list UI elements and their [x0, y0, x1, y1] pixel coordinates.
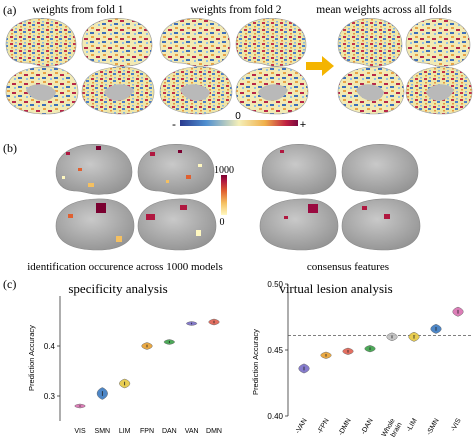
mean-brains — [337, 18, 473, 115]
specificity-chart: specificity analysis Prediction Accuracy… — [27, 281, 222, 435]
fold2-title: weights from fold 2 — [190, 4, 281, 16]
colorbar-mid-label: 0 — [235, 111, 241, 122]
colorbar-gradient — [221, 175, 227, 215]
brain-lateral-left — [261, 144, 337, 195]
x-tick-label: DAN — [162, 428, 177, 435]
x-tick-label: Wholebrain — [381, 417, 404, 441]
mean-title: mean weights across all folds — [316, 4, 452, 16]
medial-wall — [104, 84, 134, 101]
x-tick-label: -DAN — [360, 418, 375, 436]
brain-medial-right — [341, 198, 421, 251]
medial-wall — [180, 84, 210, 101]
colorbar-min-label: - — [172, 117, 176, 131]
x-tick-label: VIS — [74, 428, 86, 435]
brain-lateral-right — [341, 144, 419, 195]
brain-lateral-right — [137, 144, 215, 195]
chart-title: specificity analysis — [68, 281, 167, 296]
brain-medial-left — [259, 198, 339, 251]
colorbar-max-label: + — [300, 119, 306, 131]
medial-wall — [258, 84, 288, 101]
x-tick-label: DMN — [206, 428, 222, 435]
y-axis-label: Prediction Accuracy — [251, 329, 260, 395]
fold1-brains — [5, 18, 155, 115]
x-tick-label: LIM — [119, 428, 131, 435]
occurrence-caption: identification occurence across 1000 mod… — [27, 261, 223, 273]
y-tick-label: 0.4 — [44, 342, 56, 351]
colorbar-max-label: 1000 — [214, 165, 234, 176]
brain-lateral-right — [81, 18, 153, 67]
y-axis-label: Prediction Accuracy — [27, 325, 36, 391]
y-tick-label: 0.50 — [267, 280, 283, 289]
fold2-brains — [159, 18, 309, 115]
colorbar-min-label: 0 — [220, 217, 225, 228]
chart-title: virtual lesion analysis — [279, 281, 392, 296]
panel-a-label: (a) — [3, 3, 16, 17]
brain-medial-right — [137, 198, 217, 251]
colorbar-gradient — [180, 120, 298, 126]
colorbar-a: - 0 + — [172, 111, 306, 131]
occurrence-brains — [55, 144, 217, 251]
colorbar-b: 1000 0 — [214, 165, 234, 228]
brain-lateral-right — [235, 18, 307, 67]
panel-b-label: (b) — [3, 141, 17, 155]
x-tick-label: VAN — [185, 428, 199, 435]
brain-lateral-left — [159, 18, 231, 67]
x-tick-label: -FPN — [316, 418, 330, 436]
brain-lateral-left — [5, 18, 77, 67]
brain-medial-left — [55, 198, 135, 251]
x-tick-label: -VAN — [295, 418, 309, 436]
virtual-lesion-chart: virtual lesion analysis Prediction Accur… — [251, 280, 472, 441]
fold1-title: weights from fold 1 — [32, 4, 123, 16]
brain-lateral-left — [337, 18, 403, 67]
brain-lateral-right — [405, 18, 471, 67]
y-tick-label: 0.40 — [267, 412, 283, 421]
consensus-caption: consensus features — [307, 261, 389, 273]
medial-wall — [426, 84, 454, 101]
brain-lateral-left — [55, 144, 133, 195]
y-tick-label: 0.3 — [44, 392, 56, 401]
occurrence-hotspots — [62, 146, 202, 242]
medial-wall — [356, 84, 384, 101]
x-tick-label: FPN — [140, 428, 154, 435]
x-tick-label: -VIS — [450, 417, 463, 433]
x-tick-label: SMN — [95, 428, 111, 435]
x-tick-label: -LIM — [406, 417, 419, 433]
arrow-right-icon — [306, 56, 334, 76]
medial-wall — [26, 84, 56, 101]
y-tick-label: 0.45 — [267, 346, 283, 355]
x-tick-label: -DMN — [338, 418, 353, 437]
x-tick-label: -SMN — [426, 418, 441, 437]
consensus-hotspots — [280, 150, 390, 219]
consensus-brains — [259, 144, 421, 251]
panel-c-label: (c) — [3, 277, 16, 291]
